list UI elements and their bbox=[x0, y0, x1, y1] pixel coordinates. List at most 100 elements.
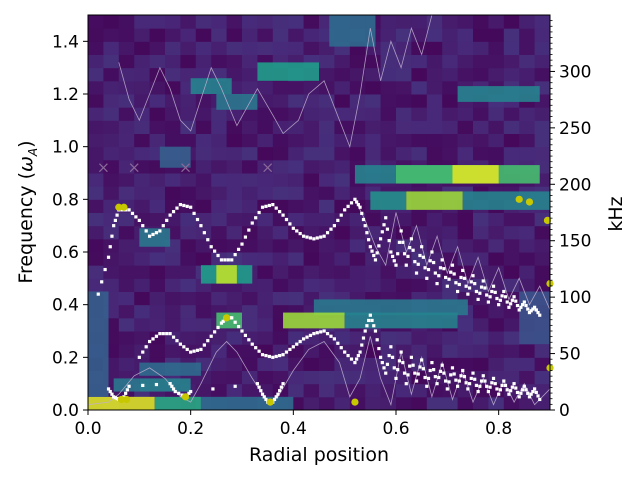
upper-branch-point bbox=[148, 234, 152, 238]
lower-branch-point bbox=[394, 376, 398, 380]
bottom-branch-point bbox=[211, 387, 215, 391]
heatmap-cell bbox=[242, 370, 258, 385]
heatmap-cell bbox=[519, 133, 536, 148]
lower-branch-point bbox=[373, 329, 378, 333]
upper-branch-point bbox=[515, 303, 520, 308]
upper-branch-point bbox=[353, 197, 357, 201]
y-tick-label: 0.8 bbox=[52, 190, 79, 210]
upper-branch-point bbox=[305, 235, 309, 239]
heatmap-cell bbox=[118, 107, 135, 121]
lower-branch-point bbox=[497, 392, 501, 396]
y-axis-label: Frequency (ωA) bbox=[15, 140, 40, 283]
heatmap-cell bbox=[226, 331, 243, 345]
lower-branch-point bbox=[425, 384, 429, 388]
lower-branch-point bbox=[450, 366, 455, 370]
heatmap-cell bbox=[272, 186, 289, 200]
heatmap-cell bbox=[103, 265, 120, 279]
upper-branch-point bbox=[493, 290, 497, 294]
upper-branch-point bbox=[466, 292, 470, 296]
upper-branch-point bbox=[240, 242, 244, 246]
heatmap-cell bbox=[411, 15, 428, 29]
upper-branch-point bbox=[527, 310, 532, 315]
lower-branch-point bbox=[491, 376, 496, 380]
heatmap-cell bbox=[303, 28, 320, 42]
heatmap-cell bbox=[149, 54, 166, 69]
heatmap-cell bbox=[349, 331, 366, 345]
upper-branch-point bbox=[154, 231, 159, 235]
lower-branch-point bbox=[355, 357, 359, 361]
heatmap-cell bbox=[519, 15, 536, 29]
heatmap-cell bbox=[242, 304, 258, 319]
heatmap-cell bbox=[149, 278, 166, 292]
upper-branch-point bbox=[469, 280, 473, 284]
y2-tick-label: 100 bbox=[559, 288, 591, 308]
heatmap-cell bbox=[257, 238, 274, 253]
lower-branch-point bbox=[390, 355, 395, 359]
heatmap-cell bbox=[88, 199, 104, 213]
heatmap-cell bbox=[380, 370, 397, 385]
lower-branch-point bbox=[449, 373, 453, 377]
heatmap-cell bbox=[242, 252, 258, 266]
lower-branch-point bbox=[538, 397, 542, 402]
heatmap-cell bbox=[534, 370, 550, 385]
upper-branch-point bbox=[423, 266, 427, 270]
heatmap-cell bbox=[365, 370, 382, 385]
heatmap-cell bbox=[88, 133, 104, 148]
lower-branch-point bbox=[474, 383, 479, 388]
upper-branch-point bbox=[478, 291, 482, 295]
heatmap-cell bbox=[519, 238, 536, 253]
cross-marker bbox=[181, 163, 190, 173]
heatmap-cell bbox=[303, 278, 320, 292]
lower-branch-point bbox=[271, 355, 275, 359]
lower-branch-point bbox=[498, 388, 502, 392]
heatmap-cell bbox=[334, 133, 351, 148]
upper-branch-point bbox=[396, 252, 400, 256]
heatmap-cell bbox=[149, 291, 166, 306]
heatmap-cell bbox=[272, 225, 289, 240]
heatmap-cell bbox=[473, 265, 489, 279]
heatmap-cell bbox=[380, 41, 397, 55]
heatmap-cell bbox=[272, 146, 289, 161]
heatmap-cell bbox=[380, 133, 397, 148]
upper-branch-point bbox=[384, 216, 388, 220]
heatmap-cell bbox=[134, 331, 151, 345]
lower-branch-point bbox=[432, 368, 436, 372]
heatmap-cell bbox=[349, 80, 366, 95]
lower-branch-point bbox=[165, 332, 169, 336]
heatmap-cell bbox=[396, 107, 412, 121]
bottom-branch-point bbox=[122, 395, 126, 399]
heatmap-cell bbox=[519, 107, 536, 121]
heatmap-cell bbox=[180, 278, 197, 292]
heatmap-cell bbox=[226, 15, 243, 29]
upper-branch-point bbox=[216, 253, 220, 258]
heatmap-cell bbox=[165, 317, 181, 332]
upper-branch-point bbox=[134, 215, 138, 219]
heatmap-cell bbox=[380, 278, 397, 292]
heatmap-cell bbox=[349, 67, 366, 82]
heatmap-cell bbox=[88, 225, 104, 240]
heatmap-cell bbox=[195, 331, 212, 345]
heatmap-cell bbox=[488, 225, 505, 240]
heatmap-cell bbox=[396, 212, 412, 227]
heatmap-cell bbox=[442, 396, 459, 410]
heatmap-cell bbox=[149, 186, 166, 200]
heatmap-cell bbox=[226, 54, 243, 69]
upper-branch-point bbox=[356, 203, 360, 207]
heatmap-cell bbox=[272, 357, 289, 371]
heatmap-cell bbox=[380, 265, 397, 279]
heatmap-cell bbox=[257, 225, 274, 240]
heatmap-cell bbox=[349, 54, 366, 69]
upper-branch-point bbox=[213, 249, 217, 253]
heatmap-cell bbox=[380, 331, 397, 345]
heatmap-cell bbox=[272, 238, 289, 253]
heatmap-cell bbox=[149, 28, 166, 42]
lower-branch-point bbox=[329, 334, 333, 338]
heatmap-cell bbox=[195, 383, 212, 398]
lower-branch-point bbox=[154, 334, 159, 338]
heatmap-cell bbox=[134, 212, 151, 227]
heatmap-cell bbox=[349, 278, 366, 292]
x-tick-label: 0.4 bbox=[280, 419, 307, 439]
heatmap-cell bbox=[503, 396, 520, 410]
heatmap-cell bbox=[488, 212, 505, 227]
heatmap-cell bbox=[134, 80, 151, 95]
